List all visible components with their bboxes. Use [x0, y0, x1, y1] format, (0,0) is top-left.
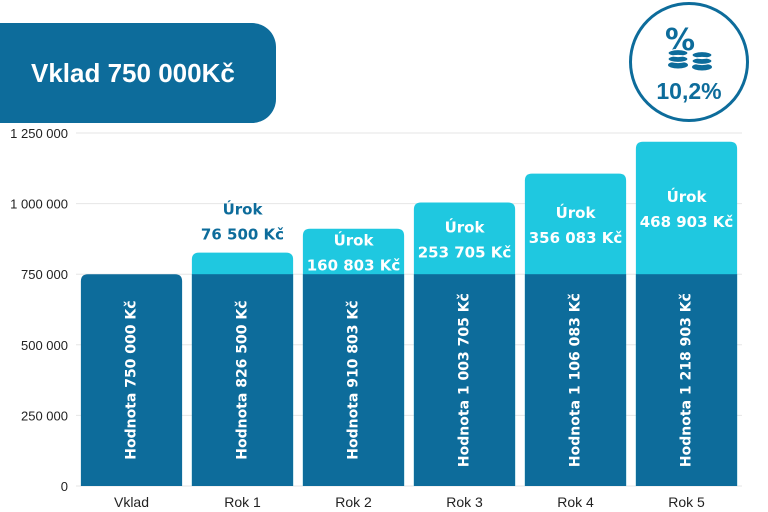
x-category-label: Rok 5	[668, 494, 705, 510]
base-bar-segment	[191, 274, 294, 486]
interest-label-title: Úrok	[667, 187, 708, 206]
y-tick-label: 750 000	[21, 267, 68, 282]
base-bar-segment	[80, 274, 183, 486]
x-category-label: Rok 1	[224, 494, 261, 510]
bar-value-label: Hodnota 826 500 Kč	[235, 300, 251, 459]
percent-coins-icon: %	[665, 23, 713, 71]
page-title: Vklad 750 000Kč	[31, 57, 235, 88]
base-bar-segment	[635, 274, 738, 486]
interest-label-value: 160 803 Kč	[307, 256, 401, 274]
x-category-label: Vklad	[114, 494, 149, 510]
base-bar-segment	[413, 274, 516, 486]
interest-label-value: 356 083 Kč	[529, 229, 623, 247]
x-category-label: Rok 3	[446, 494, 483, 510]
title-banner: Vklad 750 000Kč	[0, 23, 276, 123]
y-tick-label: 0	[61, 479, 68, 494]
bar-value-label: Hodnota 750 000 Kč	[124, 300, 140, 459]
base-bar-segment	[302, 274, 405, 486]
y-tick-label: 1 250 000	[10, 126, 68, 141]
interest-label-value: 76 500 Kč	[201, 226, 284, 244]
y-tick-label: 500 000	[21, 338, 68, 353]
bar-value-label: Hodnota 910 803 Kč	[346, 300, 362, 459]
interest-label-value: 253 705 Kč	[418, 243, 512, 261]
interest-label-title: Úrok	[445, 217, 486, 236]
y-tick-label: 250 000	[21, 408, 68, 423]
bar-value-label: Hodnota 1 218 903 Kč	[679, 293, 695, 467]
interest-label-title: Úrok	[334, 230, 375, 249]
x-category-label: Rok 4	[557, 494, 594, 510]
interest-label-title: Úrok	[556, 203, 597, 222]
base-bar-segment	[524, 274, 627, 486]
x-category-label: Rok 2	[335, 494, 372, 510]
y-tick-label: 1 000 000	[10, 197, 68, 212]
interest-rate-badge: % 10,2%	[629, 2, 749, 122]
interest-rate-value: 10,2%	[656, 78, 722, 104]
interest-label-value: 468 903 Kč	[640, 213, 734, 231]
interest-label-title: Úrok	[223, 200, 264, 219]
bar-value-label: Hodnota 1 106 083 Kč	[568, 293, 584, 467]
bar-value-label: Hodnota 1 003 705 Kč	[457, 293, 473, 467]
